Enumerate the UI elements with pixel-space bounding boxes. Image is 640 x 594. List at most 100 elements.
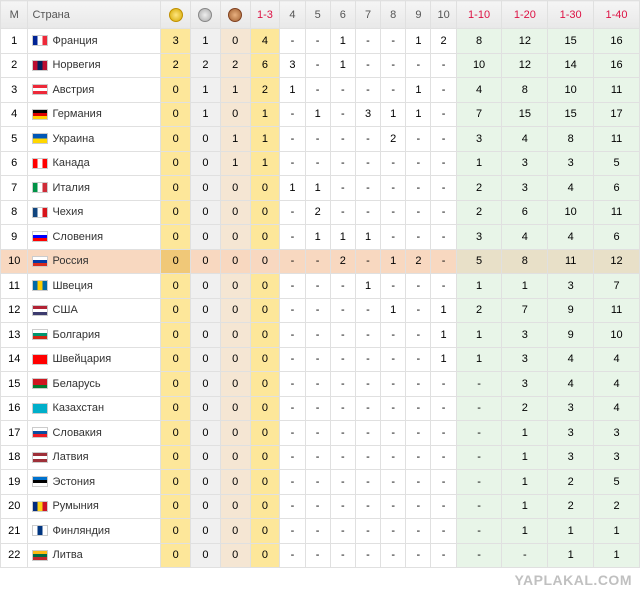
table-row: 1Франция3104--1--128121516 [1,29,640,54]
total-1-3-cell: 1 [250,127,280,152]
header-7[interactable]: 7 [355,1,380,29]
header-1-40[interactable]: 1-40 [594,1,640,29]
header-4[interactable]: 4 [280,1,305,29]
header-1-10[interactable]: 1-10 [456,1,502,29]
rank-cell: 9 [1,225,28,250]
range-cell: 9 [548,323,594,348]
flag-icon [32,280,48,291]
range-cell: 11 [594,200,640,225]
range-cell: 11 [548,249,594,274]
country-name: Италия [52,182,89,194]
place-7-cell: - [355,53,380,78]
gold-cell: 0 [161,298,191,323]
total-1-3-cell: 0 [250,470,280,495]
range-cell: 3 [502,323,548,348]
flag-icon [32,403,48,414]
header-row: М Страна 1-3 4 5 6 7 8 9 10 1-10 1-20 1-… [1,1,640,29]
range-cell: - [456,519,502,544]
place-8-cell: - [381,494,406,519]
bronze-cell: 0 [220,298,250,323]
country-name: Украина [52,133,94,145]
silver-cell: 0 [191,200,221,225]
place-6-cell: - [330,421,355,446]
header-1-3[interactable]: 1-3 [250,1,280,29]
header-bronze[interactable] [220,1,250,29]
place-8-cell: - [381,372,406,397]
place-4-cell: - [280,127,305,152]
header-6[interactable]: 6 [330,1,355,29]
country-name: Беларусь [52,378,100,390]
bronze-cell: 0 [220,29,250,54]
gold-cell: 3 [161,29,191,54]
total-1-3-cell: 0 [250,200,280,225]
place-6-cell: - [330,323,355,348]
range-cell: 1 [456,323,502,348]
range-cell: 7 [456,102,502,127]
rank-cell: 11 [1,274,28,299]
country-cell: Норвегия [28,53,161,78]
range-cell: 1 [456,274,502,299]
place-4-cell: - [280,249,305,274]
total-1-3-cell: 0 [250,298,280,323]
place-5-cell: - [305,543,330,568]
header-1-20[interactable]: 1-20 [502,1,548,29]
place-6-cell: - [330,274,355,299]
place-9-cell: 1 [406,29,431,54]
gold-cell: 0 [161,323,191,348]
total-1-3-cell: 0 [250,323,280,348]
range-cell: 3 [548,421,594,446]
place-4-cell: - [280,29,305,54]
range-cell: 3 [502,372,548,397]
header-country[interactable]: Страна [28,1,161,29]
place-5-cell: - [305,151,330,176]
gold-icon [169,8,183,22]
header-5[interactable]: 5 [305,1,330,29]
place-7-cell: - [355,176,380,201]
header-1-30[interactable]: 1-30 [548,1,594,29]
header-silver[interactable] [191,1,221,29]
place-10-cell: - [431,421,456,446]
range-cell: 3 [502,151,548,176]
range-cell: 6 [594,225,640,250]
header-10[interactable]: 10 [431,1,456,29]
header-8[interactable]: 8 [381,1,406,29]
place-5-cell: - [305,29,330,54]
table-row: 11Швеция0000---1---1137 [1,274,640,299]
header-9[interactable]: 9 [406,1,431,29]
country-name: Словения [52,231,103,243]
place-5-cell: - [305,494,330,519]
place-7-cell: - [355,200,380,225]
gold-cell: 0 [161,421,191,446]
flag-icon [32,207,48,218]
flag-icon [32,550,48,561]
range-cell: 2 [502,396,548,421]
silver-cell: 0 [191,470,221,495]
country-cell: Россия [28,249,161,274]
gold-cell: 0 [161,494,191,519]
total-1-3-cell: 4 [250,29,280,54]
bronze-cell: 0 [220,347,250,372]
country-cell: Украина [28,127,161,152]
silver-cell: 0 [191,298,221,323]
range-cell: 3 [594,421,640,446]
place-10-cell: - [431,127,456,152]
range-cell: 11 [594,78,640,103]
range-cell: 10 [548,200,594,225]
range-cell: 15 [548,102,594,127]
place-4-cell: 3 [280,53,305,78]
place-9-cell: - [406,347,431,372]
range-cell: 1 [548,519,594,544]
place-8-cell: - [381,151,406,176]
place-8-cell: 1 [381,249,406,274]
rank-cell: 18 [1,445,28,470]
header-gold[interactable] [161,1,191,29]
country-name: Швеция [52,280,92,292]
place-8-cell: - [381,176,406,201]
rank-cell: 21 [1,519,28,544]
header-rank[interactable]: М [1,1,28,29]
place-4-cell: - [280,151,305,176]
place-10-cell: - [431,102,456,127]
range-cell: 1 [502,421,548,446]
bronze-cell: 0 [220,543,250,568]
place-5-cell: - [305,298,330,323]
